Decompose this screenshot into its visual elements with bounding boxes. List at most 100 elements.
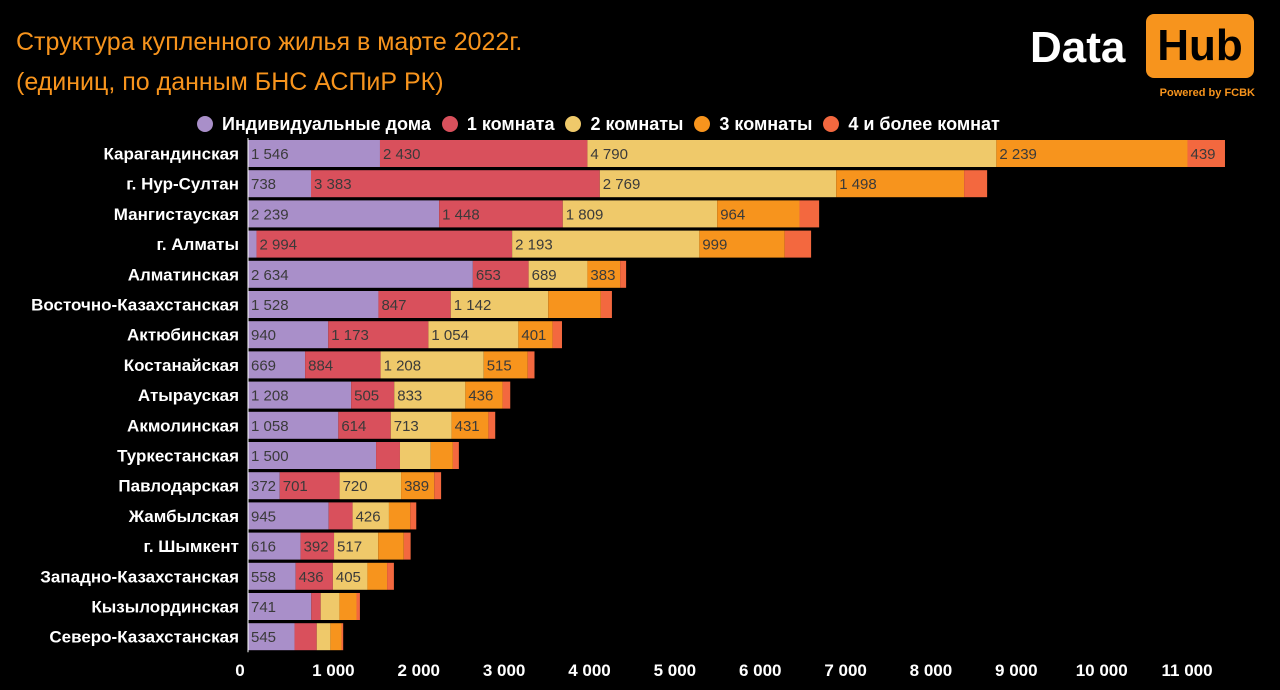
bar-segment bbox=[300, 532, 335, 560]
bar-segment bbox=[248, 532, 301, 560]
data-label: 1 208 bbox=[251, 388, 289, 405]
category-label: Акмолинская bbox=[127, 416, 239, 435]
data-label: 1 500 bbox=[251, 448, 289, 465]
category-label: Туркестанская bbox=[117, 447, 239, 466]
legend-swatch bbox=[823, 116, 840, 132]
bar-segment bbox=[428, 321, 519, 349]
data-label: 1 809 bbox=[566, 206, 604, 223]
data-label: 2 994 bbox=[260, 237, 298, 254]
bar-segment bbox=[248, 623, 295, 651]
bar-segment bbox=[483, 351, 528, 379]
bar-segment bbox=[528, 260, 588, 288]
logo-powered-by: Powered by FCBK bbox=[1159, 87, 1255, 99]
bar-segment bbox=[248, 411, 339, 439]
bar-segment bbox=[334, 532, 379, 560]
bar-segment bbox=[378, 291, 451, 318]
bar-segment bbox=[248, 170, 311, 198]
data-label: 1 448 bbox=[442, 206, 480, 223]
data-label: 1 528 bbox=[251, 297, 289, 314]
bar-segment bbox=[328, 502, 353, 530]
bar-segment bbox=[305, 351, 381, 379]
bar-segment bbox=[248, 140, 380, 167]
bar-segment bbox=[717, 200, 800, 228]
bar-segment bbox=[316, 623, 331, 651]
category-label: Мангистауская bbox=[114, 205, 239, 224]
data-label: 689 bbox=[532, 267, 557, 284]
x-tick-label: 0 bbox=[235, 661, 244, 680]
category-label: Атырауская bbox=[138, 386, 239, 405]
data-label: 392 bbox=[304, 539, 329, 556]
bar-segment bbox=[1187, 140, 1225, 167]
bar-segment bbox=[410, 502, 417, 530]
category-label: Западно-Казахстанская bbox=[40, 567, 239, 586]
x-tick-label: 5 000 bbox=[654, 661, 697, 680]
data-label: 1 142 bbox=[454, 297, 492, 314]
bar-segment bbox=[330, 623, 342, 651]
bar-segment bbox=[784, 230, 812, 258]
data-label: 847 bbox=[381, 297, 406, 314]
bar-segment bbox=[472, 260, 529, 288]
category-label: Алматинская bbox=[128, 265, 239, 284]
data-label: 616 bbox=[251, 539, 276, 556]
category-label: Северо-Казахстанская bbox=[49, 628, 239, 647]
chart-title-block: Структура купленного жилья в марте 2022г… bbox=[16, 22, 522, 102]
bar-segment bbox=[328, 321, 429, 349]
x-tick-label: 6 000 bbox=[739, 661, 782, 680]
bar-segment bbox=[279, 472, 340, 500]
data-label: 884 bbox=[308, 357, 333, 374]
bar-segment bbox=[620, 260, 627, 288]
category-label: Карагандинская bbox=[103, 145, 239, 164]
bar-segment bbox=[600, 291, 612, 318]
bar-segment bbox=[352, 502, 389, 530]
bar-segment bbox=[248, 562, 296, 590]
chart-legend: Индивидуальные дома 1 комната 2 комнаты 3 к… bbox=[197, 112, 1011, 136]
chart-title: Структура купленного жилья в марте 2022г… bbox=[16, 28, 523, 56]
data-label: 2 193 bbox=[515, 237, 553, 254]
bar-segment bbox=[248, 381, 352, 409]
bar-segment bbox=[320, 593, 340, 620]
data-label: 713 bbox=[394, 418, 419, 435]
bar-segment bbox=[465, 381, 503, 409]
bar-segment bbox=[248, 260, 473, 288]
bar-segment bbox=[332, 562, 368, 590]
bar-segment bbox=[248, 321, 329, 349]
bar-segment bbox=[311, 170, 600, 198]
bar-segment bbox=[488, 411, 496, 439]
data-label: 669 bbox=[251, 357, 276, 374]
category-label: Павлодарская bbox=[118, 477, 239, 496]
legend-label: Индивидуальные дома bbox=[222, 113, 431, 134]
x-tick-label: 1 000 bbox=[312, 661, 355, 680]
bar-segment bbox=[401, 472, 435, 500]
legend-label: 2 комнаты bbox=[590, 113, 684, 134]
bar-segment bbox=[376, 442, 400, 469]
category-label: г. Нур-Султан bbox=[126, 175, 239, 194]
bar-segment bbox=[294, 623, 317, 651]
bar-segment bbox=[430, 442, 453, 469]
data-label: 436 bbox=[468, 388, 493, 405]
data-label: 515 bbox=[487, 357, 512, 374]
bar-segment bbox=[390, 411, 452, 439]
bar-segment bbox=[799, 200, 820, 228]
chart-subtitle: (единиц, по данным БНС АСПиР РК) bbox=[16, 68, 444, 96]
x-tick-label: 8 000 bbox=[910, 661, 953, 680]
data-label: 401 bbox=[521, 327, 546, 344]
bar-segment bbox=[394, 381, 466, 409]
data-label: 1 546 bbox=[251, 146, 289, 163]
legend-label: 4 и более комнат bbox=[848, 113, 1000, 134]
bar-segment bbox=[599, 170, 837, 198]
logo-hub-badge: Hub bbox=[1146, 14, 1254, 78]
data-label: 505 bbox=[354, 388, 379, 405]
data-label: 945 bbox=[251, 508, 276, 525]
x-tick-label: 7 000 bbox=[824, 661, 867, 680]
data-label: 4 790 bbox=[590, 146, 628, 163]
x-tick-label: 10 000 bbox=[1076, 661, 1128, 680]
legend-label: 3 комнаты bbox=[719, 113, 813, 134]
bar-segment bbox=[248, 230, 257, 258]
logo-data-text: Data bbox=[1030, 23, 1126, 72]
bar-segment bbox=[256, 230, 513, 258]
bar-segment bbox=[248, 472, 280, 500]
legend-swatch bbox=[441, 116, 458, 132]
data-label: 1 208 bbox=[384, 357, 422, 374]
bar-segment bbox=[339, 593, 357, 620]
bar-segment bbox=[512, 230, 700, 258]
